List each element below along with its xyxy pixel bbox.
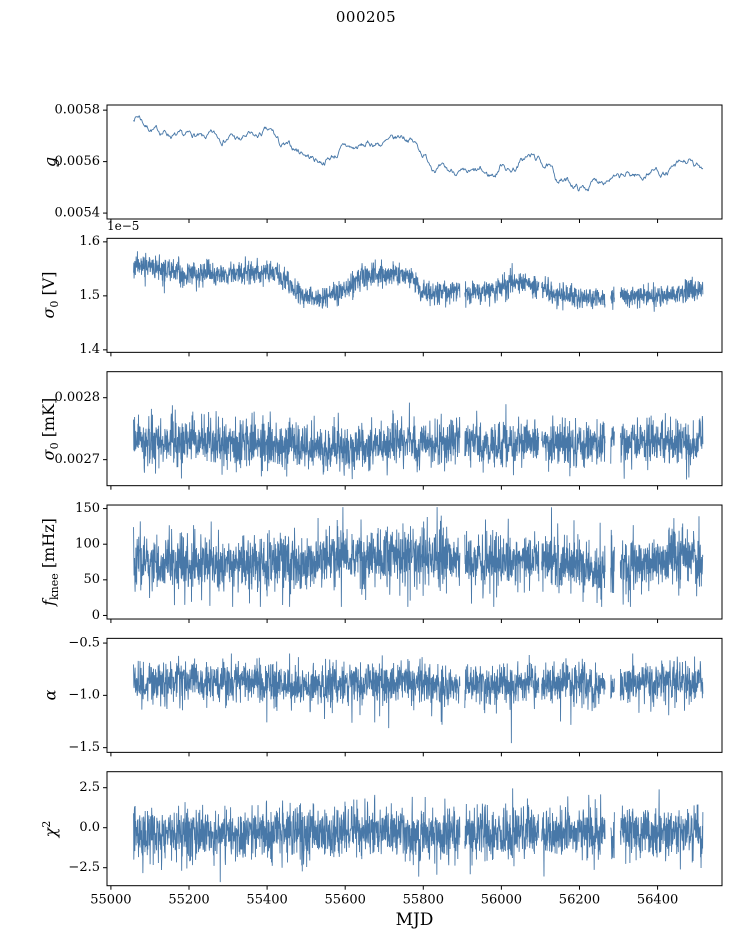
ylabel-segment: [V] xyxy=(39,271,58,301)
offset-exponent-label: 1e−5 xyxy=(107,219,140,233)
ylabel-fknee: fknee [mHz] xyxy=(39,518,61,606)
ylabel-segment: knee xyxy=(48,573,61,601)
ylabel-segment: g xyxy=(40,156,60,168)
ylabel-segment: σ xyxy=(39,449,58,460)
ylabel-segment: 2 xyxy=(40,820,53,828)
ylabel-chi2: χ2 xyxy=(40,820,60,837)
ylabel-sigma0-v: σ0 [V] xyxy=(39,272,61,319)
ylabel-segment: [mK] xyxy=(39,397,58,443)
ylabel-segment: f xyxy=(39,600,58,606)
ylabel-g: g xyxy=(41,157,60,167)
ylabel-sigma0-mk: σ0 [mK] xyxy=(39,397,61,460)
ylabel-segment: χ xyxy=(41,827,60,838)
figure-title: 000205 xyxy=(335,8,397,26)
ylabel-segment: α xyxy=(40,689,60,701)
x-axis-label: MJD xyxy=(395,910,434,930)
ylabel-segment: 0 xyxy=(48,442,61,450)
ylabel-segment: 0 xyxy=(48,300,61,308)
ylabel-segment: σ xyxy=(39,307,58,319)
ylabel-alpha: α xyxy=(41,690,60,701)
ylabel-segment: [mHz] xyxy=(39,518,58,574)
